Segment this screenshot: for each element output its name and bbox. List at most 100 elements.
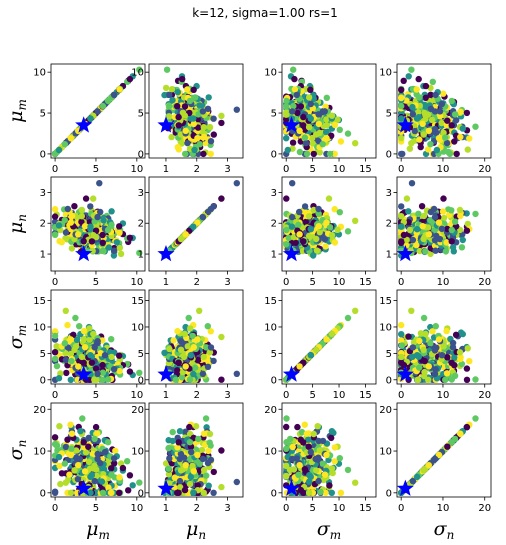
scatter-point: [166, 113, 173, 120]
scatter-point: [463, 227, 471, 234]
scatter-point: [110, 91, 118, 99]
scatter-point: [416, 94, 423, 101]
scatter-point: [458, 244, 466, 251]
scatter-point: [422, 112, 429, 119]
scatter-point: [425, 127, 432, 134]
scatter-point: [94, 370, 101, 377]
scatter-point: [295, 221, 302, 228]
scatter-point: [55, 375, 63, 382]
scatter-point: [472, 376, 479, 383]
scatter-point: [182, 231, 189, 238]
scatter-point: [203, 344, 210, 351]
scatter-point: [328, 132, 335, 139]
scatter-point: [289, 180, 296, 187]
scatter-point: [409, 344, 417, 351]
y-tick-label: 1: [271, 250, 277, 261]
scatter-point: [56, 462, 63, 470]
scatter-point: [168, 86, 176, 93]
x-tick-label: 0: [398, 164, 404, 175]
scatter-point: [190, 223, 197, 230]
scatter-point: [136, 249, 143, 257]
panel-frame: [50, 176, 146, 272]
scatter-point: [205, 94, 212, 101]
x-tick-label: 3: [224, 390, 230, 401]
scatter-point: [61, 340, 68, 347]
scatter-point: [72, 314, 79, 322]
scatter-point: [67, 350, 75, 358]
scatter-point: [459, 330, 466, 338]
scatter-point: [116, 86, 123, 93]
scatter-point: [192, 364, 199, 371]
x-tick-label: 0: [52, 164, 58, 175]
true-value-star: [282, 116, 301, 133]
scatter-point: [110, 455, 118, 462]
scatter-point: [313, 235, 320, 243]
scatter-point: [323, 135, 330, 142]
y-tick-label: 5: [386, 109, 392, 120]
y-tick-label: 3: [271, 188, 277, 199]
scatter-point: [331, 150, 338, 158]
scatter-point: [438, 352, 446, 359]
true-value-star: [282, 365, 301, 382]
scatter-point: [207, 344, 215, 351]
scatter-point: [62, 443, 70, 451]
scatter-point: [421, 368, 428, 376]
scatter-point: [296, 231, 303, 238]
scatter-point: [352, 307, 359, 314]
scatter-point: [218, 333, 225, 341]
scatter-point: [419, 223, 426, 230]
scatter-point: [323, 116, 330, 123]
scatter-point: [398, 102, 405, 110]
scatter-point: [398, 203, 405, 210]
scatter-point: [326, 224, 334, 231]
scatter-point: [344, 228, 352, 235]
scatter-point: [466, 135, 473, 142]
scatter-point: [181, 112, 188, 119]
scatter-point: [427, 91, 434, 99]
scatter-point: [190, 344, 197, 351]
panel-frame: [396, 63, 492, 159]
scatter-point: [90, 330, 97, 338]
scatter-point: [289, 139, 297, 146]
scatter-point: [104, 97, 112, 105]
scatter-point: [58, 239, 65, 246]
scatter-point: [51, 332, 59, 340]
scatter-point: [172, 376, 179, 383]
scatter-point: [126, 75, 134, 83]
scatter-point: [199, 370, 207, 377]
x-tick-label: 0: [283, 164, 289, 175]
scatter-point: [107, 489, 115, 496]
scatter-point: [116, 474, 123, 481]
scatter-point: [448, 226, 455, 234]
scatter-point: [334, 116, 341, 123]
x-tick-label: 10: [333, 164, 346, 175]
scatter-point: [472, 210, 479, 218]
scatter-point: [326, 150, 334, 158]
scatter-point: [111, 460, 118, 467]
scatter-point: [403, 236, 411, 244]
scatter-point: [452, 331, 460, 338]
scatter-point: [427, 216, 434, 224]
scatter-point: [67, 376, 75, 383]
scatter-point: [108, 336, 115, 343]
scatter-point: [80, 327, 88, 335]
scatter-point: [81, 344, 89, 351]
y-tick-label: 10: [131, 322, 144, 333]
scatter-point: [451, 111, 459, 118]
scatter-point: [51, 434, 59, 441]
scatter-point: [67, 135, 75, 142]
scatter-point: [196, 307, 203, 314]
scatter-point: [435, 219, 443, 226]
y-tick-label: 5: [386, 349, 392, 360]
scatter-point: [104, 439, 112, 446]
y-tick-label: 5: [271, 349, 277, 360]
scatter-point: [398, 86, 405, 94]
scatter-point: [328, 232, 336, 239]
scatter-point: [297, 103, 305, 110]
scatter-point: [431, 213, 439, 221]
scatter-point: [82, 195, 90, 202]
scatter-point: [301, 134, 309, 141]
